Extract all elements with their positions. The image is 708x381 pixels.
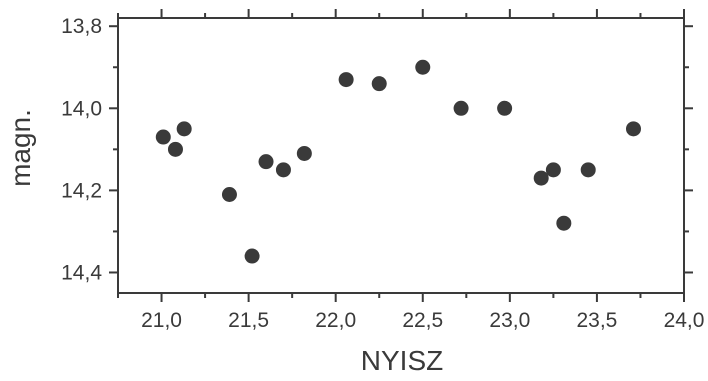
data-point [497,100,513,116]
data-point [533,170,549,186]
data-point [415,59,431,75]
data-point [176,121,192,137]
data-points [155,59,641,264]
data-point [244,248,260,264]
y-tick-label: 14,0 [61,97,102,120]
y-tick-label: 13,8 [61,15,102,38]
data-point [258,154,274,170]
tick-marks [109,9,693,302]
plot-frame [117,17,685,294]
y-tick-label: 14,4 [61,261,102,284]
axes [117,17,685,294]
x-tick-label: 21,0 [141,309,182,332]
data-point [155,129,171,145]
x-tick-label: 24,0 [664,309,705,332]
x-tick-label: 22,5 [402,309,443,332]
data-point [167,141,183,157]
data-point [338,72,354,88]
data-point [580,162,596,178]
x-axis-title: NYISZ [361,345,443,376]
x-tick-label: 23,0 [489,309,530,332]
data-point [545,162,561,178]
x-tick-label: 22,0 [315,309,356,332]
y-axis-title: magn. [5,109,36,187]
x-tick-label: 21,5 [228,309,269,332]
x-tick-label: 23,5 [576,309,617,332]
tick-labels: 21,0 21,5 22,0 22,5 23,0 23,5 24,0 13,8 14,0 14,2… [61,15,704,332]
data-point [453,100,469,116]
data-point [556,215,572,231]
y-tick-label: 14,2 [61,179,102,202]
data-point [221,186,237,202]
data-point [371,76,387,92]
data-point [275,162,291,178]
data-point [625,121,641,137]
data-point [296,145,312,161]
